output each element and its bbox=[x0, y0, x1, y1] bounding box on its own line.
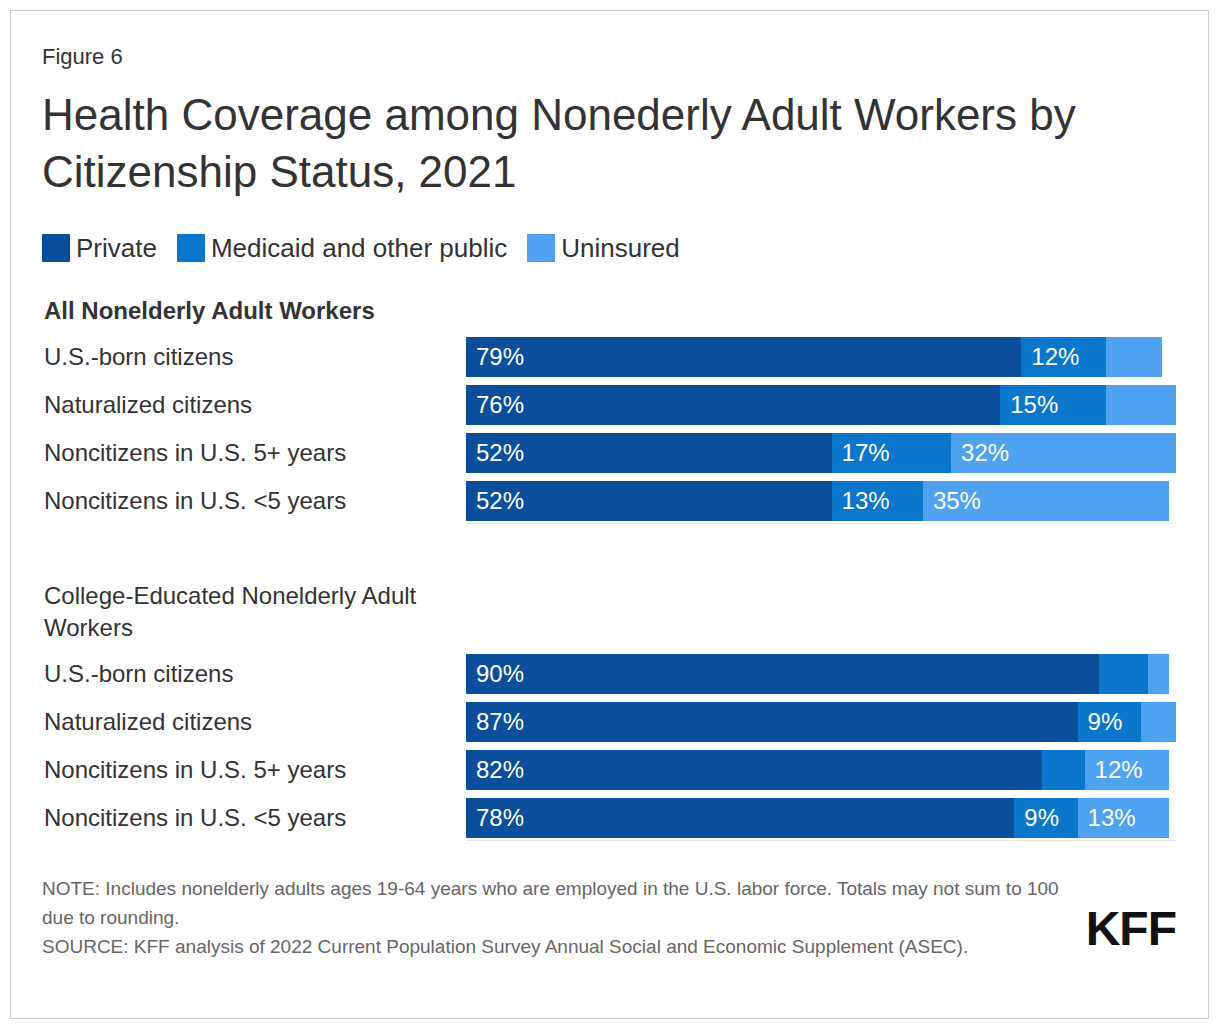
category-label: Noncitizens in U.S. 5+ years bbox=[44, 750, 346, 790]
data-label: 52% bbox=[476, 433, 524, 473]
bar-segment bbox=[466, 385, 1000, 425]
bar-segment bbox=[466, 654, 1099, 694]
category-label: U.S.-born citizens bbox=[44, 654, 233, 694]
bar-segment bbox=[466, 798, 1014, 838]
data-label: 13% bbox=[842, 481, 890, 521]
axis-line bbox=[466, 840, 1176, 841]
data-label: 9% bbox=[1024, 798, 1059, 838]
bar-segment bbox=[466, 702, 1078, 742]
category-label: Naturalized citizens bbox=[44, 385, 252, 425]
data-label: 78% bbox=[476, 798, 524, 838]
bar-segment bbox=[466, 337, 1021, 377]
group-title: All Nonelderly Adult Workers bbox=[44, 295, 464, 327]
legend-swatch bbox=[527, 234, 555, 262]
data-label: 9% bbox=[1088, 702, 1123, 742]
category-label: Noncitizens in U.S. <5 years bbox=[44, 481, 346, 521]
data-label: 32% bbox=[961, 433, 1009, 473]
category-label: U.S.-born citizens bbox=[44, 337, 233, 377]
legend: Private Medicaid and other public Uninsure… bbox=[42, 232, 700, 264]
bar-segment bbox=[1106, 337, 1162, 377]
legend-swatch bbox=[177, 234, 205, 262]
data-label: 12% bbox=[1031, 337, 1079, 377]
figure-label: Figure 6 bbox=[42, 44, 123, 70]
plot-area bbox=[466, 654, 1176, 838]
source: SOURCE: KFF analysis of 2022 Current Pop… bbox=[42, 932, 1052, 961]
category-label: Naturalized citizens bbox=[44, 702, 252, 742]
legend-label: Uninsured bbox=[561, 232, 680, 264]
logo: KFF bbox=[1086, 902, 1176, 956]
data-label: 17% bbox=[842, 433, 890, 473]
note: NOTE: Includes nonelderly adults ages 19… bbox=[42, 874, 1082, 932]
category-label: Noncitizens in U.S. 5+ years bbox=[44, 433, 346, 473]
legend-label: Private bbox=[76, 232, 157, 264]
bar-segment bbox=[466, 750, 1042, 790]
bar-segment bbox=[1099, 654, 1148, 694]
data-label: 52% bbox=[476, 481, 524, 521]
axis-line bbox=[466, 523, 1176, 524]
bar-segment bbox=[1141, 702, 1176, 742]
group-title: College-Educated Nonelderly Adult Worker… bbox=[44, 580, 464, 644]
data-label: 15% bbox=[1010, 385, 1058, 425]
title: Health Coverage among Nonederly Adult Wo… bbox=[42, 86, 1202, 200]
legend-swatch bbox=[42, 234, 70, 262]
data-label: 12% bbox=[1095, 750, 1143, 790]
data-label: 87% bbox=[476, 702, 524, 742]
legend-label: Medicaid and other public bbox=[211, 232, 507, 264]
data-label: 13% bbox=[1088, 798, 1136, 838]
data-label: 76% bbox=[476, 385, 524, 425]
data-label: 35% bbox=[933, 481, 981, 521]
bar-segment bbox=[1148, 654, 1169, 694]
data-label: 82% bbox=[476, 750, 524, 790]
data-label: 90% bbox=[476, 654, 524, 694]
bar-segment bbox=[1042, 750, 1084, 790]
data-label: 79% bbox=[476, 337, 524, 377]
category-label: Noncitizens in U.S. <5 years bbox=[44, 798, 346, 838]
bar-segment bbox=[1106, 385, 1176, 425]
